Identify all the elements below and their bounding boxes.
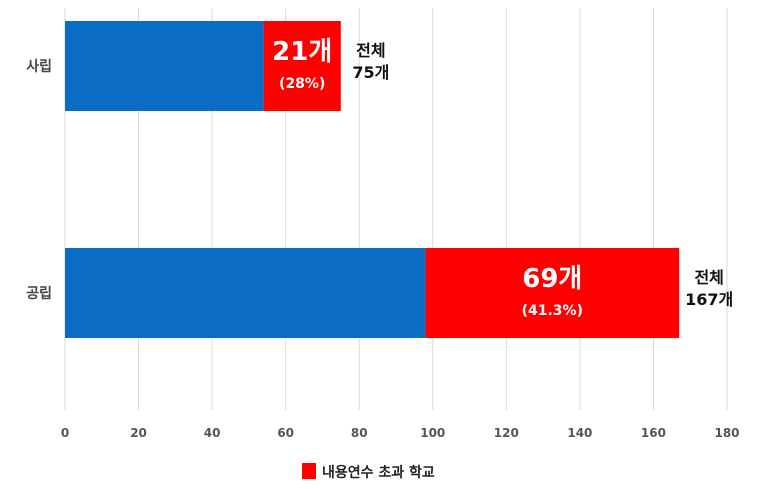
x-tick-label-120: 120 bbox=[494, 426, 519, 440]
category-label-1: 공립 bbox=[26, 286, 52, 302]
bar-1-series-0 bbox=[65, 248, 426, 338]
x-tick-label-160: 160 bbox=[641, 426, 666, 440]
legend: 내용연수 초과 학교 bbox=[302, 463, 435, 481]
legend-swatch bbox=[302, 463, 316, 479]
x-tick-label-20: 20 bbox=[130, 426, 147, 440]
total-label-line2-1: 167개 bbox=[685, 290, 733, 309]
bar-percent-label-1: (41.3%) bbox=[522, 303, 583, 319]
bar-1-series-1 bbox=[425, 248, 680, 338]
bars-group bbox=[65, 21, 680, 338]
bar-count-label-1: 69개 bbox=[522, 264, 582, 294]
bar-0-series-0 bbox=[65, 21, 264, 111]
legend-label: 내용연수 초과 학교 bbox=[322, 465, 435, 481]
x-tick-label-140: 140 bbox=[567, 426, 592, 440]
category-label-0: 사립 bbox=[26, 59, 52, 75]
total-label-line1-1: 전체 bbox=[694, 268, 723, 287]
x-tick-label-60: 60 bbox=[277, 426, 294, 440]
x-tick-label-40: 40 bbox=[204, 426, 221, 440]
x-tick-label-100: 100 bbox=[420, 426, 445, 440]
bar-0-series-1 bbox=[263, 21, 341, 111]
x-tick-label-0: 0 bbox=[61, 426, 69, 440]
x-axis-ticks: 0 20 40 60 80 100 120 140 160 180 bbox=[61, 426, 740, 440]
total-label-line1-0: 전체 bbox=[356, 41, 385, 60]
total-label-line2-0: 75개 bbox=[352, 63, 389, 82]
bar-percent-label-0: (28%) bbox=[279, 76, 325, 92]
bar-count-label-0: 21개 bbox=[272, 37, 332, 67]
x-tick-label-80: 80 bbox=[351, 426, 368, 440]
x-tick-label-180: 180 bbox=[714, 426, 739, 440]
bar-labels: 21개 (28%) 전체 75개 69개 (41.3%) 전체 167개 bbox=[272, 37, 733, 319]
